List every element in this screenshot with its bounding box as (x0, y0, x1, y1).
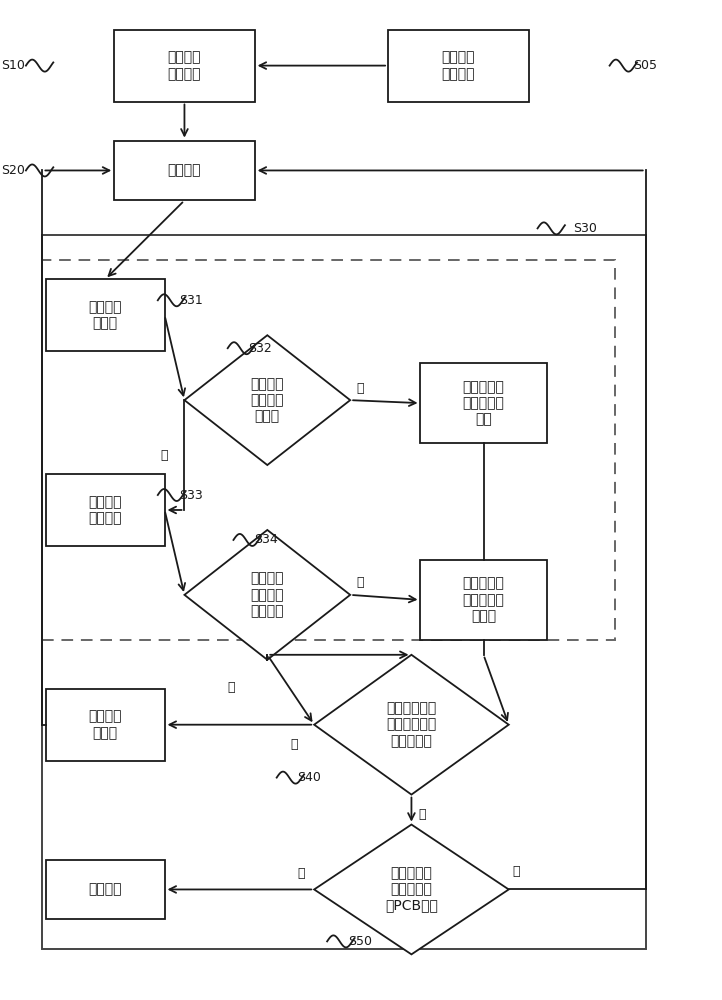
Bar (43, 235, 645, 949)
Text: 录入标准
防错图形: 录入标准 防错图形 (442, 51, 475, 81)
Text: 否: 否 (290, 738, 297, 751)
Text: S30: S30 (573, 222, 597, 235)
Bar (43, 260, 614, 640)
Text: 是: 是 (227, 681, 235, 694)
Text: 获取主防
错图形: 获取主防 错图形 (88, 300, 122, 330)
Text: 是: 是 (297, 867, 305, 880)
Text: 判断层数是
否等于预设
的PCB层数: 判断层数是 否等于预设 的PCB层数 (385, 866, 438, 913)
Text: S34: S34 (254, 533, 278, 546)
Text: S32: S32 (248, 342, 272, 355)
Text: 否: 否 (357, 382, 364, 395)
Bar (388, 30, 529, 102)
Text: 取出叠放
的芯板: 取出叠放 的芯板 (88, 710, 122, 740)
Text: 是: 是 (419, 808, 426, 821)
Text: 判断主防
错图形是
否缺失: 判断主防 错图形是 否缺失 (251, 377, 284, 423)
Bar (114, 30, 255, 102)
Text: 叠放芯板: 叠放芯板 (168, 163, 201, 177)
Text: 芯板制作
防错图形: 芯板制作 防错图形 (168, 51, 201, 81)
Bar (45, 279, 165, 351)
Text: S20: S20 (1, 164, 25, 177)
Polygon shape (184, 530, 350, 660)
Bar (45, 474, 165, 546)
Text: 是: 是 (160, 449, 168, 462)
Text: 以主防错图
形作为防错
图形: 以主防错图 形作为防错 图形 (463, 380, 505, 426)
Polygon shape (314, 655, 509, 795)
Text: S31: S31 (178, 294, 202, 307)
Bar (420, 560, 547, 640)
Text: 判断防错图形
与标准防错图
形是否一致: 判断防错图形 与标准防错图 形是否一致 (386, 701, 437, 748)
Text: S05: S05 (633, 59, 658, 72)
Text: 以备用防错
图形作为防
错图形: 以备用防错 图形作为防 错图形 (463, 577, 505, 623)
Polygon shape (184, 335, 350, 465)
Text: 否: 否 (512, 865, 520, 878)
Text: 进行铆合: 进行铆合 (88, 882, 122, 896)
Bar (114, 141, 255, 200)
Text: 获取备用
防错图形: 获取备用 防错图形 (88, 495, 122, 525)
Text: S40: S40 (297, 771, 321, 784)
Text: 否: 否 (357, 576, 364, 589)
Text: S33: S33 (178, 489, 202, 502)
Polygon shape (314, 825, 509, 954)
Bar (45, 689, 165, 761)
Text: 判断备用
防错图形
是否缺失: 判断备用 防错图形 是否缺失 (251, 572, 284, 618)
Text: S50: S50 (348, 935, 372, 948)
Bar (45, 859, 165, 919)
Bar (420, 363, 547, 443)
Text: S10: S10 (1, 59, 25, 72)
